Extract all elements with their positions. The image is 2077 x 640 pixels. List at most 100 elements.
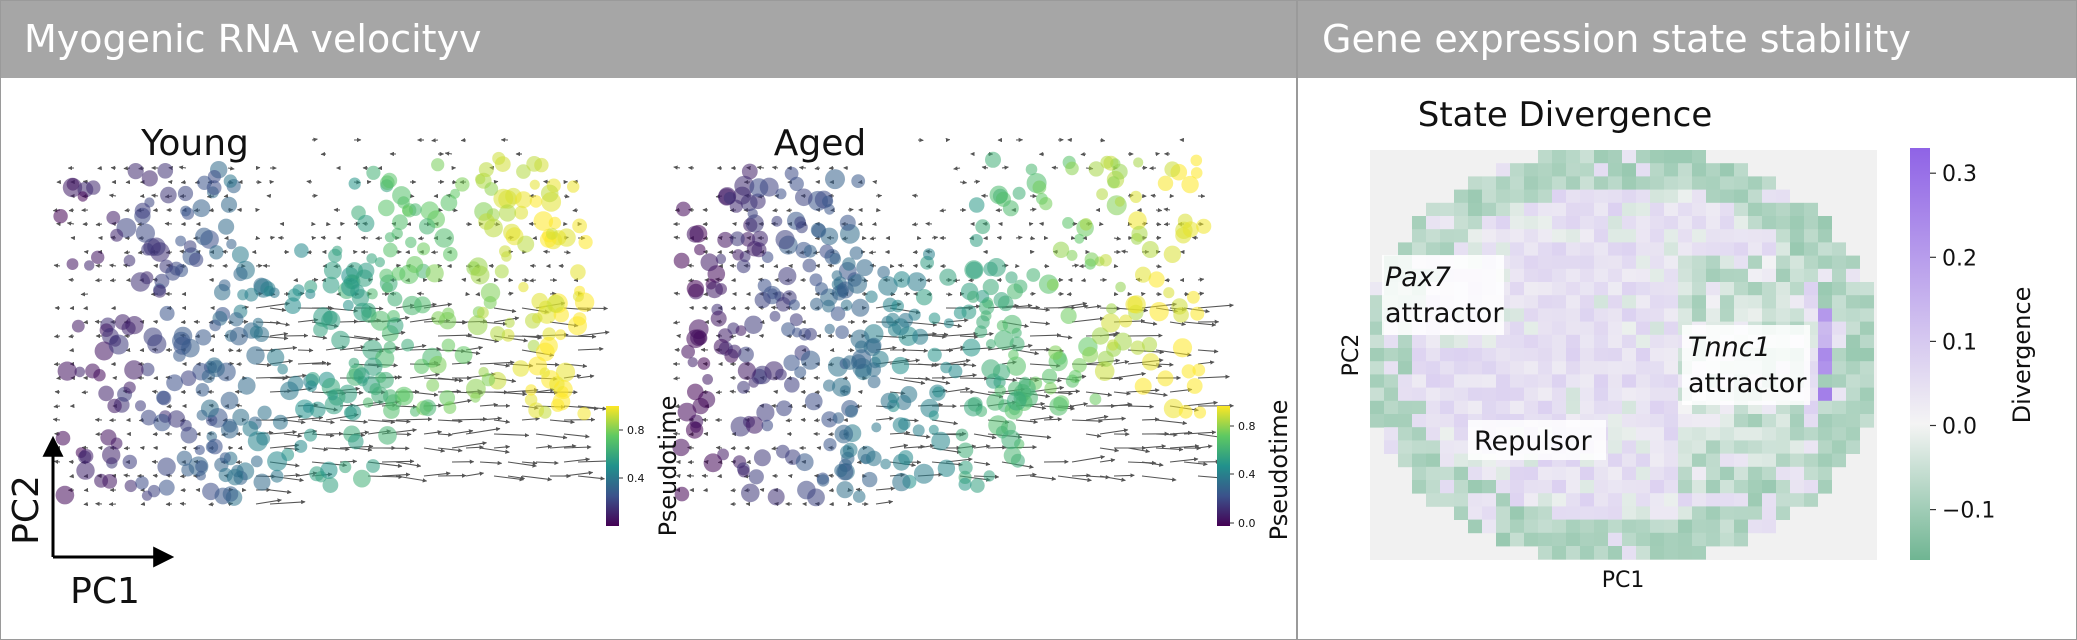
- heatmap-cell: [1426, 216, 1440, 230]
- heatmap-cell: [1790, 229, 1804, 243]
- heatmap-cell: [1762, 506, 1776, 520]
- cell-point: [727, 344, 742, 359]
- heatmap-cell: [1580, 387, 1594, 402]
- heatmap-cell: [1692, 282, 1706, 296]
- heatmap-cell: [1482, 400, 1496, 415]
- heatmap-cell: [1622, 282, 1636, 296]
- heatmap-cell: [1776, 229, 1790, 243]
- velocity-arrow: [676, 333, 681, 339]
- cell-point: [492, 151, 506, 165]
- cell-point: [226, 238, 237, 250]
- heatmap-cell: [1776, 466, 1790, 481]
- heatmap-cell: [1664, 387, 1678, 402]
- heatmap-cell: [1790, 466, 1804, 481]
- heatmap-cell: [1580, 519, 1594, 534]
- velocity-arrow: [703, 487, 709, 493]
- velocity-arrow: [237, 445, 243, 451]
- cell-point: [807, 488, 825, 507]
- velocity-arrow: [465, 471, 485, 477]
- heatmap-cell: [1776, 480, 1790, 494]
- heatmap-cell: [1622, 546, 1636, 560]
- heatmap-cell: [1510, 506, 1524, 520]
- heatmap-cell: [1706, 308, 1720, 322]
- heatmap-cell: [1790, 282, 1804, 296]
- heatmap-cell: [1720, 268, 1734, 283]
- cell-point: [783, 354, 800, 371]
- velocity-arrow: [1141, 417, 1160, 422]
- heatmap-cell: [1384, 334, 1398, 349]
- heatmap-cell: [1720, 453, 1734, 468]
- heatmap-cell: [1790, 295, 1804, 309]
- cell-point: [192, 199, 211, 218]
- velocity-arrow: [1015, 419, 1039, 424]
- heatmap-cell: [1650, 466, 1664, 481]
- velocity-arrow: [1127, 404, 1155, 409]
- heatmap-cell: [1734, 519, 1748, 534]
- heatmap-cell: [1706, 427, 1720, 441]
- heatmap-cell: [1496, 348, 1510, 362]
- cell-point: [802, 258, 817, 273]
- velocity-arrow: [1029, 405, 1047, 411]
- velocity-arrow: [827, 263, 835, 268]
- heatmap-cell: [1580, 493, 1594, 507]
- heatmap-cell: [1734, 216, 1748, 230]
- heatmap-cell: [1664, 282, 1678, 296]
- velocity-arrow: [68, 207, 75, 213]
- cell-point: [443, 401, 457, 414]
- cell-point: [964, 260, 984, 280]
- heatmap-cell: [1566, 295, 1580, 309]
- velocity-arrow: [409, 316, 436, 323]
- heatmap-cell: [1580, 189, 1594, 204]
- velocity-arrow: [715, 390, 723, 395]
- cell-point: [800, 350, 821, 370]
- cell-point: [366, 459, 380, 473]
- cell-point: [937, 459, 956, 477]
- cell-point: [776, 444, 790, 459]
- heatmap-cell: [1664, 480, 1678, 494]
- heatmap-cell: [1510, 493, 1524, 507]
- cell-point: [348, 357, 360, 369]
- heatmap-cell: [1846, 361, 1860, 375]
- heatmap-cell: [1636, 440, 1650, 454]
- heatmap-cell: [1734, 255, 1748, 270]
- velocity-arrow: [125, 179, 131, 185]
- heatmap-cell: [1748, 282, 1762, 296]
- heatmap-cell: [1846, 295, 1860, 309]
- velocity-arrow: [688, 278, 695, 283]
- cell-point: [438, 312, 457, 330]
- velocity-arrow: [381, 459, 415, 464]
- cell-point: [784, 377, 800, 393]
- cell-point: [357, 214, 375, 233]
- cell-point: [987, 258, 1006, 277]
- cell-point: [850, 329, 870, 349]
- heatmap-cell: [1566, 308, 1580, 322]
- heatmap-cell: [1482, 493, 1496, 507]
- heatmap-cell: [1440, 493, 1454, 507]
- heatmap-cell: [1762, 176, 1776, 190]
- cell-point: [1115, 281, 1126, 293]
- heatmap-cell: [1678, 229, 1692, 243]
- cell-point: [545, 227, 558, 240]
- heatmap-cell: [1734, 506, 1748, 520]
- heatmap-cell: [1636, 506, 1650, 520]
- cell-point: [102, 445, 121, 465]
- heatmap-cell: [1748, 189, 1762, 204]
- velocity-arrow: [889, 377, 926, 385]
- velocity-arrow: [687, 263, 695, 268]
- heatmap-cell: [1678, 453, 1692, 468]
- heatmap-cell: [1692, 150, 1706, 164]
- velocity-arrow: [897, 263, 905, 268]
- velocity-arrow: [1141, 321, 1158, 326]
- heatmap-cell: [1832, 242, 1846, 256]
- cell-point: [1142, 353, 1160, 371]
- velocity-arrow: [269, 499, 306, 505]
- heatmap-cell: [1622, 189, 1636, 204]
- heatmap-cell: [1776, 506, 1790, 520]
- heatmap-cell: [1608, 374, 1622, 388]
- heatmap-cell: [1482, 334, 1496, 349]
- cell-point: [450, 188, 461, 199]
- heatmap-cell: [1832, 255, 1846, 270]
- velocity-arrow: [1197, 374, 1230, 379]
- heatmap-cell: [1524, 400, 1538, 415]
- velocity-arrow: [1197, 360, 1215, 365]
